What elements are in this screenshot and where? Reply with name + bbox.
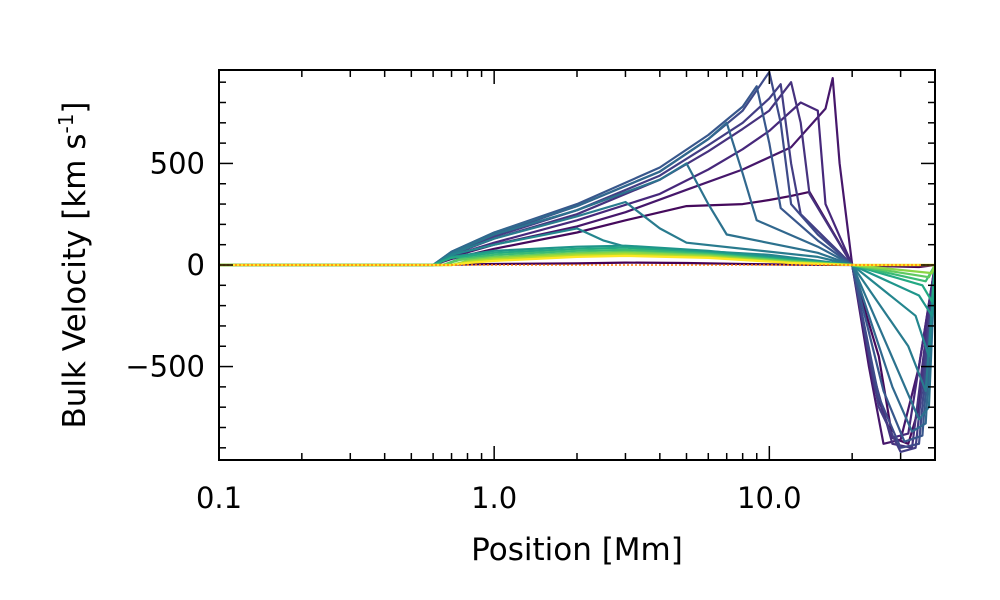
series-line-t6 bbox=[219, 83, 935, 453]
y-axis-title-close: ] bbox=[57, 101, 93, 113]
x-tick-label: 1.0 bbox=[471, 481, 517, 515]
y-axis-title-superscript: -1 bbox=[54, 114, 78, 134]
y-tick-label: −500 bbox=[125, 350, 205, 384]
series-line-t2 bbox=[219, 190, 935, 445]
series-line-t11 bbox=[219, 200, 935, 392]
series-line-t12 bbox=[219, 227, 935, 358]
x-axis-title: Position [Mm] bbox=[471, 532, 683, 568]
series-line-t14 bbox=[219, 246, 935, 303]
y-tick-label: 500 bbox=[150, 146, 205, 180]
series-line-t9 bbox=[219, 121, 935, 433]
series-line-t19 bbox=[219, 254, 935, 267]
y-axis-title-main: Bulk Velocity [km s bbox=[57, 134, 93, 429]
ticks-group: 0.1 1.0 10.0 500 0 −500 bbox=[125, 70, 936, 515]
y-axis-title: Bulk Velocity [km s-1] bbox=[54, 101, 93, 428]
series-group bbox=[219, 70, 935, 453]
series-line-t4 bbox=[219, 101, 935, 439]
series-line-t10 bbox=[219, 162, 935, 421]
y-tick-label: 0 bbox=[187, 248, 205, 282]
x-tick-label: 10.0 bbox=[737, 481, 802, 515]
x-tick-label: 0.1 bbox=[196, 481, 242, 515]
series-line-t1 bbox=[219, 261, 935, 269]
